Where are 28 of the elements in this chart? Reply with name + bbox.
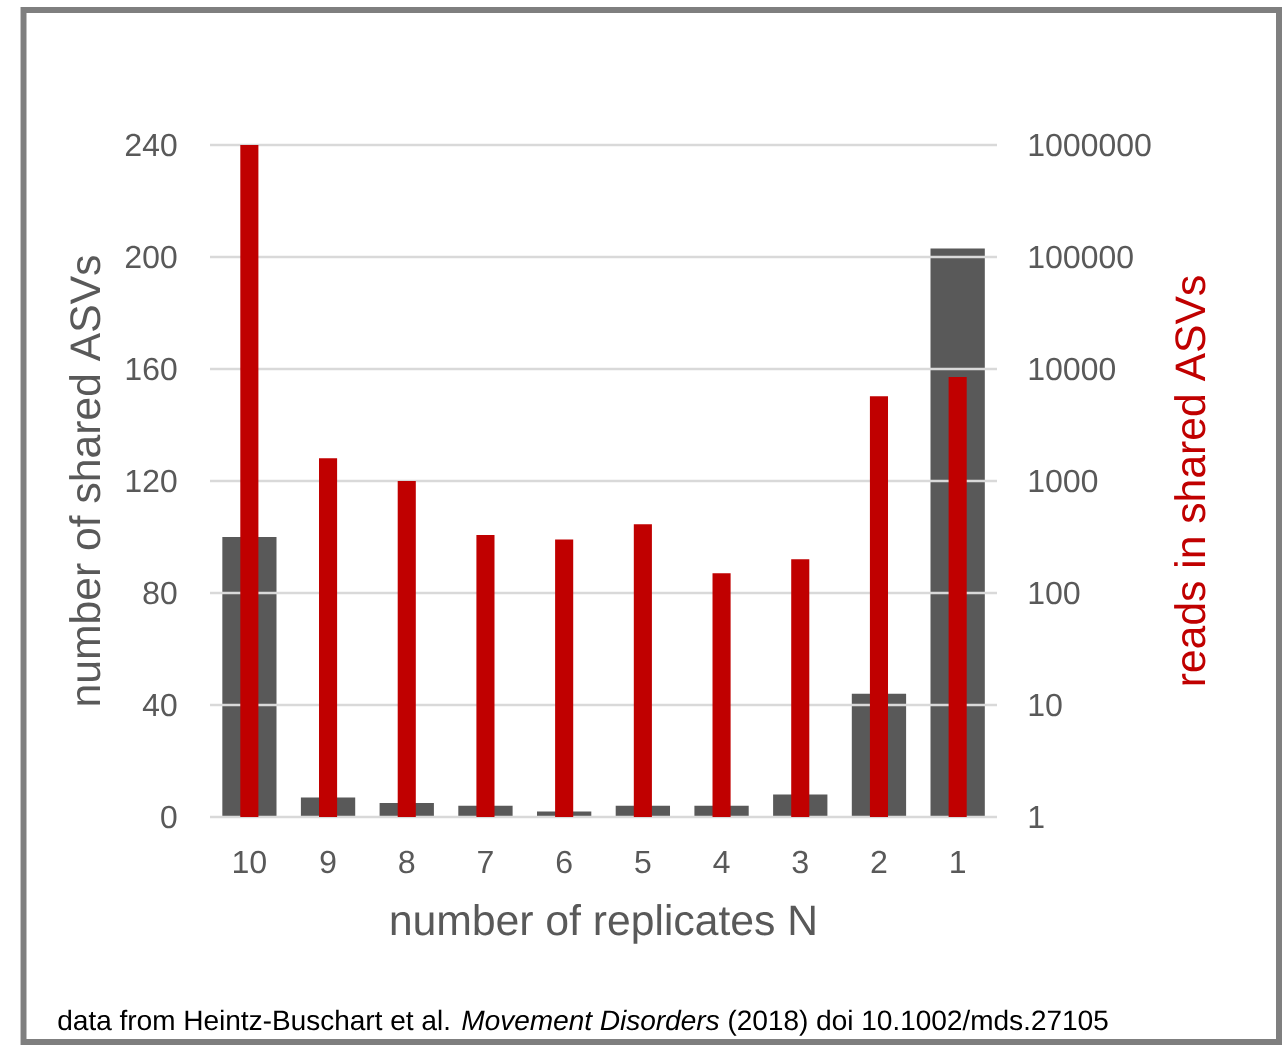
- y-tick-label: 80: [143, 581, 177, 605]
- x-tick-label: 5: [635, 850, 651, 874]
- x-tick-label: 6: [556, 850, 572, 874]
- y2-tick-label: 100: [1029, 581, 1080, 605]
- x-tick-label: 9: [320, 850, 336, 874]
- x-tick-label: 1: [951, 850, 965, 873]
- x-tick-label: 3: [792, 850, 808, 874]
- y2-axis-title: reads in shared ASVs: [1174, 276, 1206, 685]
- y-axis-title: number of shared ASVs: [69, 256, 101, 705]
- y2-tick-label: 100000: [1029, 245, 1133, 269]
- x-tick-label: 7: [478, 850, 493, 873]
- y2-tick-label: 1000: [1029, 469, 1098, 493]
- x-tick-label: 4: [713, 850, 730, 873]
- x-tick-label: 2: [871, 850, 887, 873]
- x-axis-title: number of replicates N: [391, 904, 815, 944]
- y-tick-label: 120: [126, 469, 177, 493]
- y2-tick-label: 1000000: [1029, 133, 1151, 157]
- text: data from Heintz-Buschart et al. Movement Disorders (2018) doi 10.1002/mds.27105: [58, 1009, 1108, 1036]
- y2-tick-label: 10: [1029, 693, 1062, 717]
- y2-tick-label: 10000: [1029, 357, 1115, 381]
- y-tick-label: 200: [125, 245, 177, 269]
- y-tick-label: 0: [161, 805, 177, 829]
- y-tick-label: 160: [126, 357, 177, 381]
- x-tick-label: 10: [234, 850, 266, 874]
- y-tick-label: 240: [125, 133, 177, 157]
- y-tick-label: 40: [142, 693, 177, 717]
- y2-tick-label: 1: [1029, 805, 1044, 828]
- x-tick-label: 8: [399, 850, 415, 874]
